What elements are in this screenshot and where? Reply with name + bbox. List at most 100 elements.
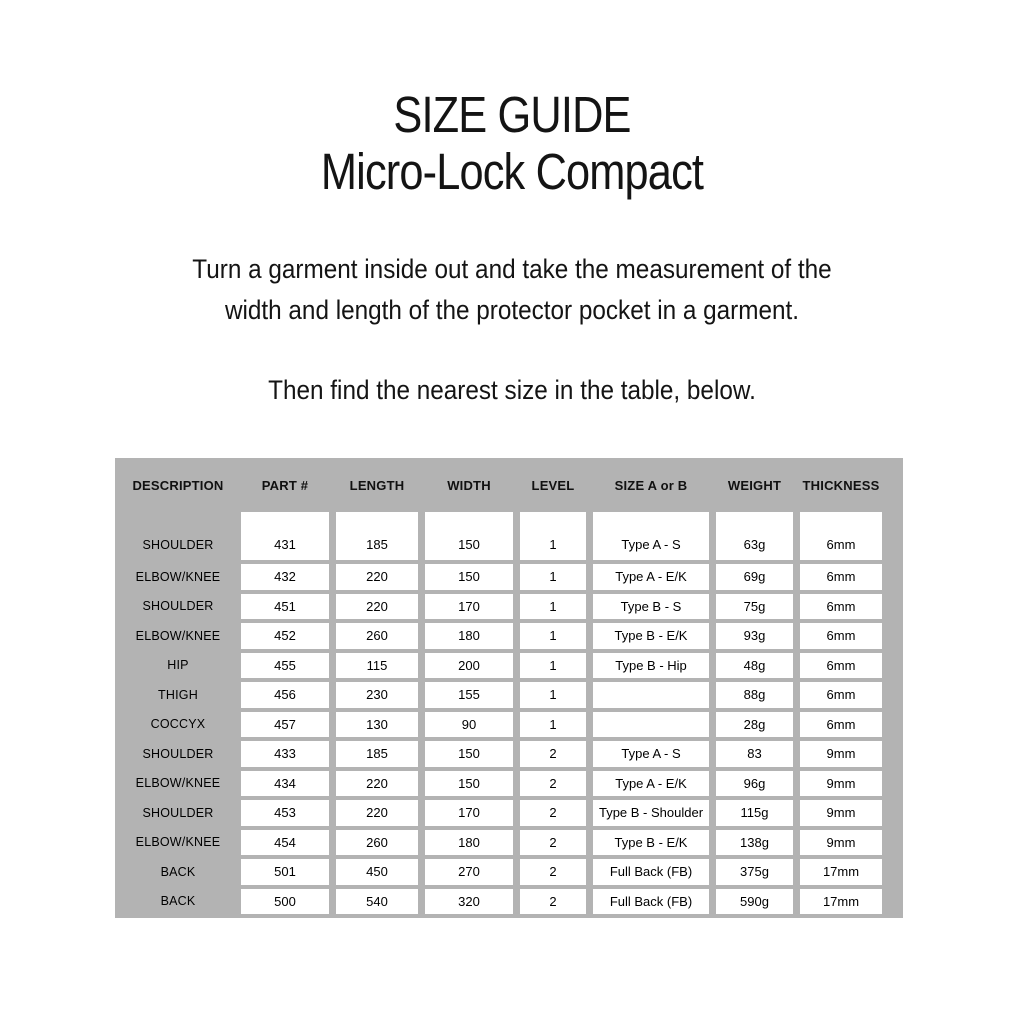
table-header-row: DESCRIPTION PART # LENGTH WIDTH LEVEL SIZE A … <box>122 462 882 508</box>
table-row: ELBOW/KNEE 434 220 150 2 Type A - E/K 96g 9mm <box>122 770 882 796</box>
table-cell: 434 <box>241 770 329 796</box>
table-cell: Type B - Shoulder <box>593 800 709 826</box>
table-cell: 170 <box>425 800 513 826</box>
table-cell: 6mm <box>800 711 882 737</box>
column-header-description: DESCRIPTION <box>132 477 224 493</box>
table-cell: 1 <box>520 711 586 737</box>
table-row: ELBOW/KNEE 452 260 180 1 Type B - E/K 93g 6mm <box>122 623 882 649</box>
table-cell: 83 <box>716 741 793 767</box>
table-cell: 375g <box>716 859 793 885</box>
table-row: SHOULDER 453 220 170 2 Type B - Shoulder 115g 9… <box>122 800 882 826</box>
column-header-thickness: THICKNESS <box>802 477 880 493</box>
table-cell: 2 <box>520 741 586 767</box>
table-cell: 115g <box>716 800 793 826</box>
size-table: DESCRIPTION PART # LENGTH WIDTH LEVEL SIZE A … <box>115 458 889 918</box>
table-cell <box>593 711 709 737</box>
column-header-width: WIDTH <box>447 477 491 493</box>
table-cell: 2 <box>520 888 586 914</box>
table-cell: 220 <box>336 770 418 796</box>
table-cell: 185 <box>336 512 418 560</box>
table-cell: 452 <box>241 623 329 649</box>
column-header-part: PART # <box>261 477 309 493</box>
table-cell: 451 <box>241 593 329 619</box>
table-cell: 1 <box>520 564 586 590</box>
table-cell: Type A - E/K <box>593 564 709 590</box>
table-cell: 1 <box>520 652 586 678</box>
row-description: SHOULDER <box>142 805 214 820</box>
page-title: SIZE GUIDE Micro-Lock Compact <box>77 86 947 200</box>
table-cell: 455 <box>241 652 329 678</box>
table-cell: 1 <box>520 512 586 560</box>
table-cell: 6mm <box>800 623 882 649</box>
table-cell: 115 <box>336 652 418 678</box>
row-description: ELBOW/KNEE <box>135 569 221 584</box>
table-cell: Type A - S <box>593 512 709 560</box>
table-cell: 150 <box>425 741 513 767</box>
table-cell: 48g <box>716 652 793 678</box>
table-cell: 93g <box>716 623 793 649</box>
row-description: ELBOW/KNEE <box>135 628 221 643</box>
table-cell: 260 <box>336 829 418 855</box>
title-line-2: Micro-Lock Compact <box>320 143 704 200</box>
table-cell: 500 <box>241 888 329 914</box>
table-cell: 454 <box>241 829 329 855</box>
instructions: Turn a garment inside out and take the m… <box>51 249 973 331</box>
table-cell: 9mm <box>800 770 882 796</box>
table-cell: 200 <box>425 652 513 678</box>
table-cell: Type B - E/K <box>593 623 709 649</box>
table-cell: 6mm <box>800 682 882 708</box>
row-description: COCCYX <box>150 717 206 732</box>
table-row: ELBOW/KNEE 454 260 180 2 Type B - E/K 138g 9mm <box>122 829 882 855</box>
table-cell: 180 <box>425 829 513 855</box>
table-cell: Type B - E/K <box>593 829 709 855</box>
table-cell: 456 <box>241 682 329 708</box>
table-cell: 6mm <box>800 512 882 560</box>
size-table-panel: DESCRIPTION PART # LENGTH WIDTH LEVEL SIZE A … <box>115 458 903 918</box>
table-cell: 17mm <box>800 888 882 914</box>
table-cell: 220 <box>336 593 418 619</box>
table-cell: 75g <box>716 593 793 619</box>
row-description: BACK <box>160 864 196 879</box>
table-cell: Type A - E/K <box>593 770 709 796</box>
table-cell: Type A - S <box>593 741 709 767</box>
row-description: BACK <box>160 894 196 909</box>
table-cell: 155 <box>425 682 513 708</box>
table-cell: 2 <box>520 829 586 855</box>
table-row: ELBOW/KNEE 432 220 150 1 Type A - E/K 69g 6mm <box>122 564 882 590</box>
table-cell: 96g <box>716 770 793 796</box>
table-cell: 270 <box>425 859 513 885</box>
table-cell <box>593 682 709 708</box>
table-cell: 130 <box>336 711 418 737</box>
instruction-line-2: width and length of the protector pocket… <box>224 295 800 325</box>
table-cell: 540 <box>336 888 418 914</box>
row-description: ELBOW/KNEE <box>135 835 221 850</box>
row-description: SHOULDER <box>142 538 214 552</box>
table-cell: Full Back (FB) <box>593 859 709 885</box>
table-cell: 6mm <box>800 564 882 590</box>
table-body: SHOULDER 431 185 150 1 Type A - S 63g 6mm ELBOW/… <box>122 512 882 914</box>
table-cell: 17mm <box>800 859 882 885</box>
table-cell: 230 <box>336 682 418 708</box>
table-cell: 433 <box>241 741 329 767</box>
table-row: BACK 501 450 270 2 Full Back (FB) 375g 17mm <box>122 859 882 885</box>
table-cell: 2 <box>520 859 586 885</box>
row-description: ELBOW/KNEE <box>135 776 221 791</box>
column-header-level: LEVEL <box>531 477 575 493</box>
table-cell: 150 <box>425 512 513 560</box>
table-cell: 9mm <box>800 829 882 855</box>
table-cell: Full Back (FB) <box>593 888 709 914</box>
table-cell: 2 <box>520 770 586 796</box>
table-row: SHOULDER 433 185 150 2 Type A - S 83 9mm <box>122 741 882 767</box>
find-size-instruction: Then find the nearest size in the table,… <box>268 375 756 405</box>
table-cell: 457 <box>241 711 329 737</box>
table-cell: 170 <box>425 593 513 619</box>
title-line-1: SIZE GUIDE <box>393 86 631 143</box>
table-row: COCCYX 457 130 90 1 28g 6mm <box>122 711 882 737</box>
column-header-weight: WEIGHT <box>727 477 782 493</box>
table-cell: 1 <box>520 593 586 619</box>
table-cell: 220 <box>336 564 418 590</box>
table-cell: 9mm <box>800 800 882 826</box>
instruction-line-1: Turn a garment inside out and take the m… <box>192 254 832 284</box>
table-row: SHOULDER 451 220 170 1 Type B - S 75g 6mm <box>122 593 882 619</box>
